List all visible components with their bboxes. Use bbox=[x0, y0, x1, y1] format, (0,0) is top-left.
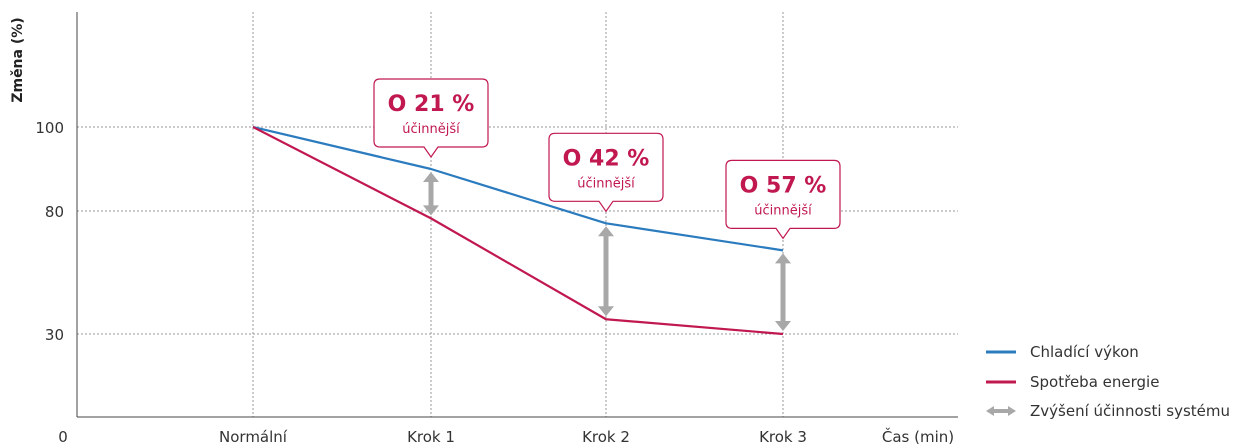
y-tick-label: 80 bbox=[45, 203, 64, 221]
y-axis-label: Změna (%) bbox=[10, 17, 26, 102]
x-ticks: Normální Krok 1 Krok 2 Krok 3 bbox=[219, 428, 807, 446]
series bbox=[252, 125, 784, 336]
callout-subtitle: účinnější bbox=[754, 203, 812, 218]
grid bbox=[77, 12, 958, 417]
callout-title: O 21 % bbox=[388, 92, 475, 117]
callouts: O 21 % účinnější O 42 % účinnější O 57 % účin… bbox=[373, 78, 841, 240]
x-tick-label: Krok 3 bbox=[759, 428, 807, 446]
axes: Změna (%) Čas (min) 0 bbox=[10, 12, 958, 446]
x-tick-label: Normální bbox=[219, 428, 288, 446]
legend-item-spotreba-energie: Spotřeba energie bbox=[986, 373, 1159, 391]
callout-title: O 57 % bbox=[740, 173, 827, 198]
callout-o-42: O 42 % účinnější bbox=[548, 132, 664, 213]
callout-title: O 42 % bbox=[563, 146, 650, 171]
callout-subtitle: účinnější bbox=[402, 122, 460, 137]
series-line-spotreba-energie bbox=[252, 126, 784, 336]
callout-o-57: O 57 % účinnější bbox=[725, 159, 841, 240]
x-tick-label: Krok 1 bbox=[407, 428, 455, 446]
y-ticks: 100 80 30 bbox=[35, 119, 64, 344]
origin-label: 0 bbox=[58, 428, 68, 446]
legend-label: Zvýšení účinnosti systému bbox=[1030, 402, 1230, 420]
efficiency-arrow bbox=[775, 253, 791, 331]
y-tick-label: 30 bbox=[45, 326, 64, 344]
efficiency-arrow bbox=[423, 172, 439, 216]
callout-o-21: O 21 % účinnější bbox=[373, 78, 489, 159]
legend-label: Chladící výkon bbox=[1030, 343, 1139, 361]
efficiency-arrows bbox=[423, 172, 791, 331]
y-tick-label: 100 bbox=[35, 119, 64, 137]
legend-label: Spotřeba energie bbox=[1030, 373, 1159, 391]
legend: Chladící výkon Spotřeba energie Zvýšení úč… bbox=[986, 343, 1230, 420]
series-line-chladici-vykon bbox=[252, 125, 784, 252]
legend-item-chladici-vykon: Chladící výkon bbox=[986, 343, 1139, 361]
efficiency-arrow bbox=[598, 226, 614, 317]
x-axis-label: Čas (min) bbox=[882, 427, 954, 446]
legend-item-efficiency: Zvýšení účinnosti systému bbox=[986, 402, 1230, 420]
callout-subtitle: účinnější bbox=[577, 176, 635, 191]
x-tick-label: Krok 2 bbox=[582, 428, 630, 446]
